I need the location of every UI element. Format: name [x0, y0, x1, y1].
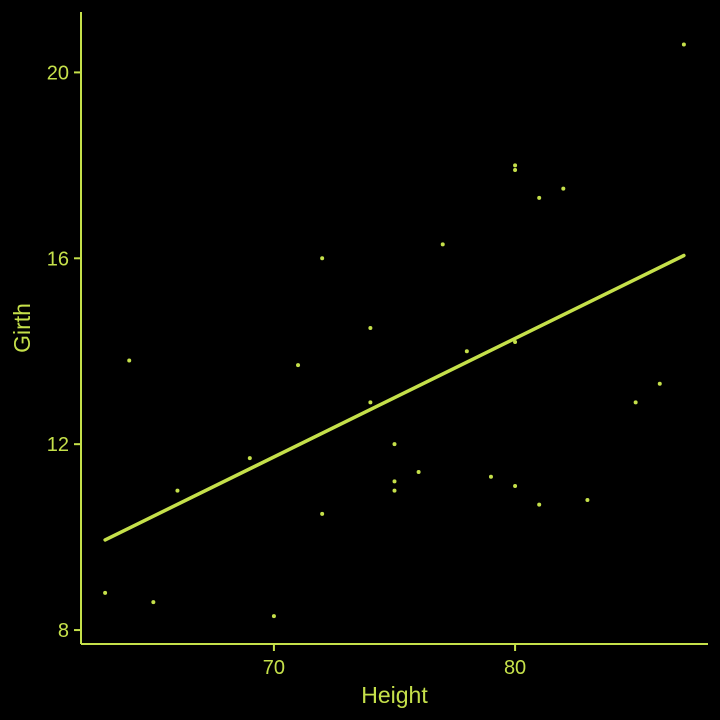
- data-point: [368, 400, 373, 405]
- y-tick-label: 12: [47, 434, 69, 456]
- data-point: [585, 497, 590, 502]
- data-point: [657, 381, 662, 386]
- x-axis-title: Height: [361, 682, 428, 708]
- data-point: [392, 488, 397, 493]
- data-point: [103, 590, 108, 595]
- data-point: [633, 400, 638, 405]
- data-point: [681, 42, 686, 47]
- x-tick-label: 70: [263, 657, 285, 679]
- data-point: [271, 614, 276, 619]
- y-tick-label: 16: [47, 248, 69, 270]
- data-point: [464, 349, 469, 354]
- data-point: [392, 479, 397, 484]
- data-point: [440, 242, 445, 247]
- x-tick-label: 80: [504, 657, 526, 679]
- y-tick-label: 8: [58, 620, 69, 642]
- data-point: [561, 186, 566, 191]
- y-tick-label: 20: [47, 62, 69, 84]
- data-point: [320, 511, 325, 516]
- data-point: [488, 474, 493, 479]
- data-point: [296, 363, 301, 368]
- data-point: [247, 456, 252, 461]
- data-point: [151, 600, 156, 605]
- axis-ticks: 8 12 16 20 70 80: [47, 62, 526, 679]
- data-point: [513, 168, 518, 172]
- data-point: [175, 488, 180, 493]
- data-point: [416, 470, 421, 475]
- y-axis-title: Girth: [9, 303, 35, 353]
- data-point: [127, 358, 132, 363]
- data-point: [513, 484, 518, 488]
- data-point: [320, 256, 325, 261]
- data-point: [392, 442, 397, 447]
- data-point: [537, 502, 542, 507]
- data-point: [537, 195, 542, 200]
- plot-area: [103, 42, 686, 619]
- data-point: [513, 339, 518, 344]
- data-point: [368, 326, 373, 330]
- data-point: [513, 163, 518, 168]
- trend-line: [103, 253, 686, 542]
